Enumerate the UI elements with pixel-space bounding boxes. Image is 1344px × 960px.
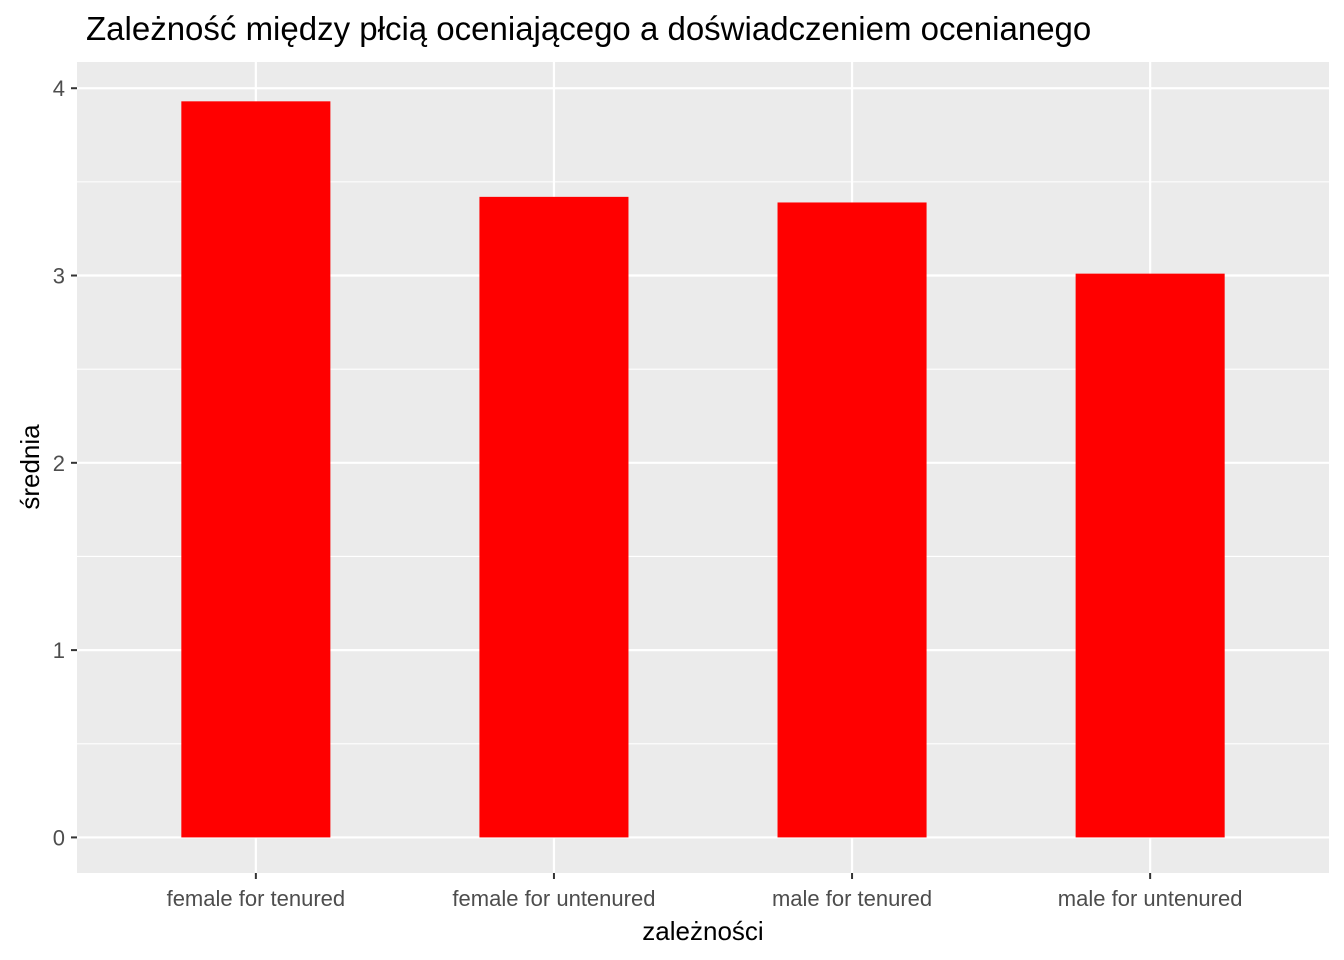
bars [181, 101, 1225, 838]
y-tick-label: 1 [53, 638, 65, 663]
y-tick-label: 4 [53, 76, 65, 101]
y-tick-label: 2 [53, 451, 65, 476]
bar [181, 101, 331, 838]
bar [777, 202, 927, 838]
x-tick-label: female for tenured [167, 886, 346, 911]
x-tick-label: male for tenured [772, 886, 932, 911]
x-tick-label: male for untenured [1058, 886, 1243, 911]
bar [479, 196, 629, 838]
bar [1075, 273, 1225, 838]
axes: 0 1 2 3 4 female for tenured female for untenu… [53, 76, 1243, 911]
chart-title: Zależność między płcią oceniającego a do… [86, 10, 1092, 47]
y-axis-title: średnia [15, 424, 45, 510]
y-tick-label: 3 [53, 264, 65, 289]
x-tick-label: female for untenured [452, 886, 655, 911]
x-axis-title: zależności [642, 916, 763, 946]
y-tick-label: 0 [53, 825, 65, 850]
